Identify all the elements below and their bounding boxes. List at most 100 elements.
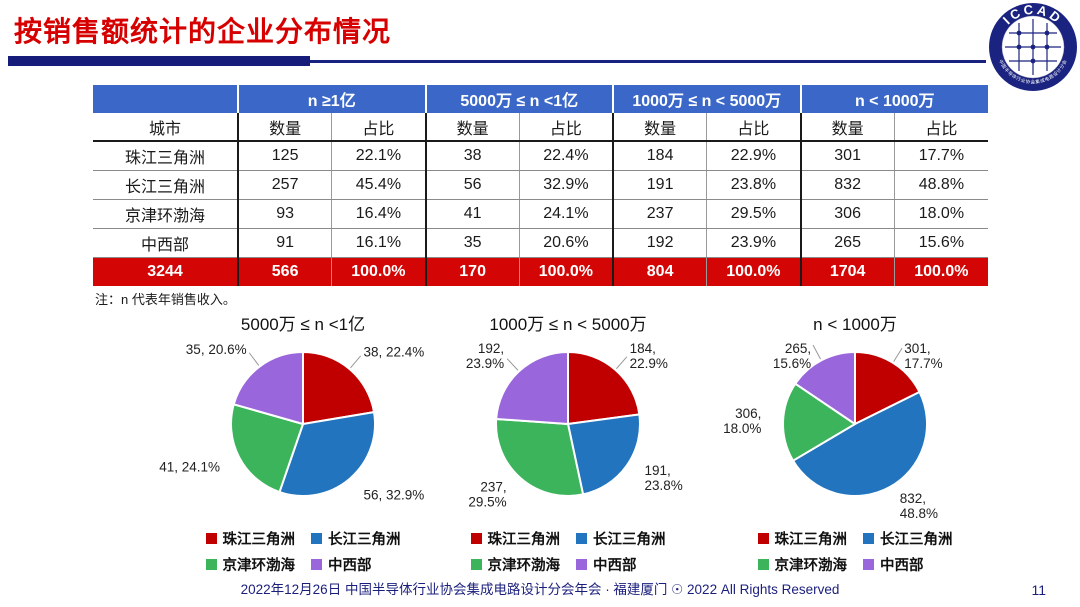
legend-swatch-icon [470, 533, 482, 544]
legend: 珠江三角洲 长江三角洲京津环渤海 中西部 [148, 528, 458, 575]
count-cell: 93 [237, 199, 332, 229]
pie-chart: 184, 22.9% 191, 23.8% 237, 29.5% 192, 23.9% [466, 341, 683, 510]
chart-title: 5000万 ≤ n <1亿 [240, 315, 366, 334]
pie-slice-京津环渤海 [782, 382, 856, 462]
pie-slice-京津环渤海 [230, 403, 304, 494]
table-row: 中西部 91 16.1% 35 20.6% 192 23.9% 265 15.6% [93, 228, 988, 258]
legend-item: 长江三角洲 [576, 528, 666, 549]
note-text: 注：n 代表年销售收入。 [95, 292, 236, 307]
pie-slice-长江三角洲 [792, 390, 928, 498]
legend-item: 京津环渤海 [205, 554, 296, 575]
share-cell: 16.4% [331, 199, 426, 229]
total-row: 3244 566 100.0% 170 100.0% 804 100.0% 1704 100.0… [93, 257, 988, 286]
group-header-row: n ≥1亿 5000万 ≤ n <1亿 1000万 ≤ n < 5000万 n … [93, 85, 988, 113]
legend-label: 珠江三角洲 [487, 532, 561, 548]
share-cell: 23.9% [706, 228, 801, 258]
city-cell: 京津环渤海 [93, 199, 238, 229]
group-header: 5000万 ≤ n <1亿 [424, 85, 613, 113]
pie-slice-长江三角洲 [278, 411, 376, 497]
legend-item: 京津环渤海 [470, 554, 561, 575]
pie-label: 192, 23.9% [466, 341, 504, 371]
pie-slice-中西部 [495, 351, 569, 425]
legend-item: 珠江三角洲 [205, 528, 295, 549]
legend-item: 珠江三角洲 [757, 528, 848, 549]
legend-swatch-icon [863, 533, 874, 544]
share-cell: 24.1% [518, 199, 613, 229]
count-cell: 306 [799, 199, 895, 229]
label-leader-line [506, 358, 519, 371]
chart-block-2: 1000万 ≤ n < 5000万 184, 22.9% 191, 23.8% 237,… [413, 310, 723, 575]
legend-swatch-icon [576, 533, 587, 544]
count-cell: 301 [799, 141, 895, 171]
pie-label: 306, 18.0% [723, 406, 761, 436]
legend-swatch-icon [863, 559, 874, 570]
chart-block-3: n < 1000万 301, 17.7% 832, 48.8% 306, 18.0% 265… [700, 310, 1010, 575]
legend-item: 中西部 [311, 554, 401, 575]
table-body: 珠江三角洲 125 22.1% 38 22.4% 184 22.9% 301 17.7% 长江三角… [93, 141, 988, 286]
chart-block-1: 5000万 ≤ n <1亿 38, 22.4% 56, 32.9% 41, 24.1… [148, 310, 458, 575]
pie-chart: 301, 17.7% 832, 48.8% 306, 18.0% 265, 15.6% [723, 341, 942, 521]
pie-label: 191, 23.8% [645, 463, 683, 493]
legend-item: 中西部 [863, 554, 953, 575]
count-cell: 257 [237, 170, 332, 200]
iccad-logo-icon: ICCAD 中国半导体行业协会集成电路设计分会 [989, 2, 1077, 91]
page-number: 11 [1031, 582, 1046, 598]
legend-swatch-icon [205, 533, 217, 544]
count-cell: 170 [424, 257, 520, 286]
count-cell: 804 [612, 257, 707, 286]
group-header: n < 1000万 [799, 85, 988, 113]
count-cell: 38 [424, 141, 520, 171]
pie-slice-中西部 [232, 351, 304, 425]
legend-label: 长江三角洲 [593, 532, 666, 548]
legend-label: 京津环渤海 [222, 558, 296, 574]
share-cell: 100.0% [518, 257, 613, 286]
title-divider-thick [8, 56, 310, 66]
city-cell: 中西部 [93, 228, 238, 258]
pie-label: 41, 24.1% [159, 459, 220, 474]
share-cell: 100.0% [706, 257, 801, 286]
share-cell: 20.6% [518, 228, 613, 258]
count-cell: 125 [237, 141, 332, 171]
share-cell: 23.8% [706, 170, 801, 200]
pie-slice-长江三角洲 [567, 413, 641, 496]
pie-label: 301, 17.7% [904, 341, 942, 371]
pie-label: 38, 22.4% [364, 345, 425, 360]
legend-label: 珠江三角洲 [774, 532, 848, 548]
legend-label: 京津环渤海 [774, 558, 848, 574]
share-cell: 29.5% [706, 199, 801, 229]
legend-label: 长江三角洲 [328, 532, 401, 548]
count-cell: 91 [237, 228, 332, 258]
share-cell: 22.1% [331, 141, 426, 171]
pie-slice-珠江三角洲 [567, 351, 641, 425]
pie-slice-京津环渤海 [495, 417, 585, 497]
pie-label: 35, 20.6% [186, 342, 247, 357]
count-cell: 184 [612, 141, 707, 171]
legend-label: 京津环渤海 [487, 558, 561, 574]
pie-label: 56, 32.9% [364, 488, 425, 503]
share-cell: 18.0% [893, 199, 988, 229]
legend-item: 长江三角洲 [311, 528, 401, 549]
stats-table-wrap: n ≥1亿 5000万 ≤ n <1亿 1000万 ≤ n < 5000万 n … [93, 85, 988, 286]
chart-title: n < 1000万 [813, 315, 897, 334]
share-cell: 45.4% [331, 170, 426, 200]
label-leader-line [893, 347, 903, 362]
label-leader-line [350, 355, 362, 369]
legend-swatch-icon [205, 559, 217, 570]
share-cell: 22.4% [518, 141, 613, 171]
legend-item: 中西部 [576, 554, 666, 575]
city-cell: 3244 [93, 257, 238, 286]
pie-label: 184, 22.9% [630, 341, 668, 371]
pie-label: 832, 48.8% [900, 491, 938, 521]
legend-label: 中西部 [328, 558, 372, 574]
sub-header-count: 数量 [612, 113, 707, 142]
legend-label: 长江三角洲 [880, 532, 953, 548]
count-cell: 1704 [799, 257, 895, 286]
pie-label: 237, 29.5% [468, 480, 506, 510]
count-cell: 35 [424, 228, 520, 258]
legend-swatch-icon [757, 533, 769, 544]
share-cell: 32.9% [518, 170, 613, 200]
label-leader-line [615, 356, 628, 370]
sub-header-share: 占比 [893, 113, 988, 142]
legend-swatch-icon [470, 559, 482, 570]
